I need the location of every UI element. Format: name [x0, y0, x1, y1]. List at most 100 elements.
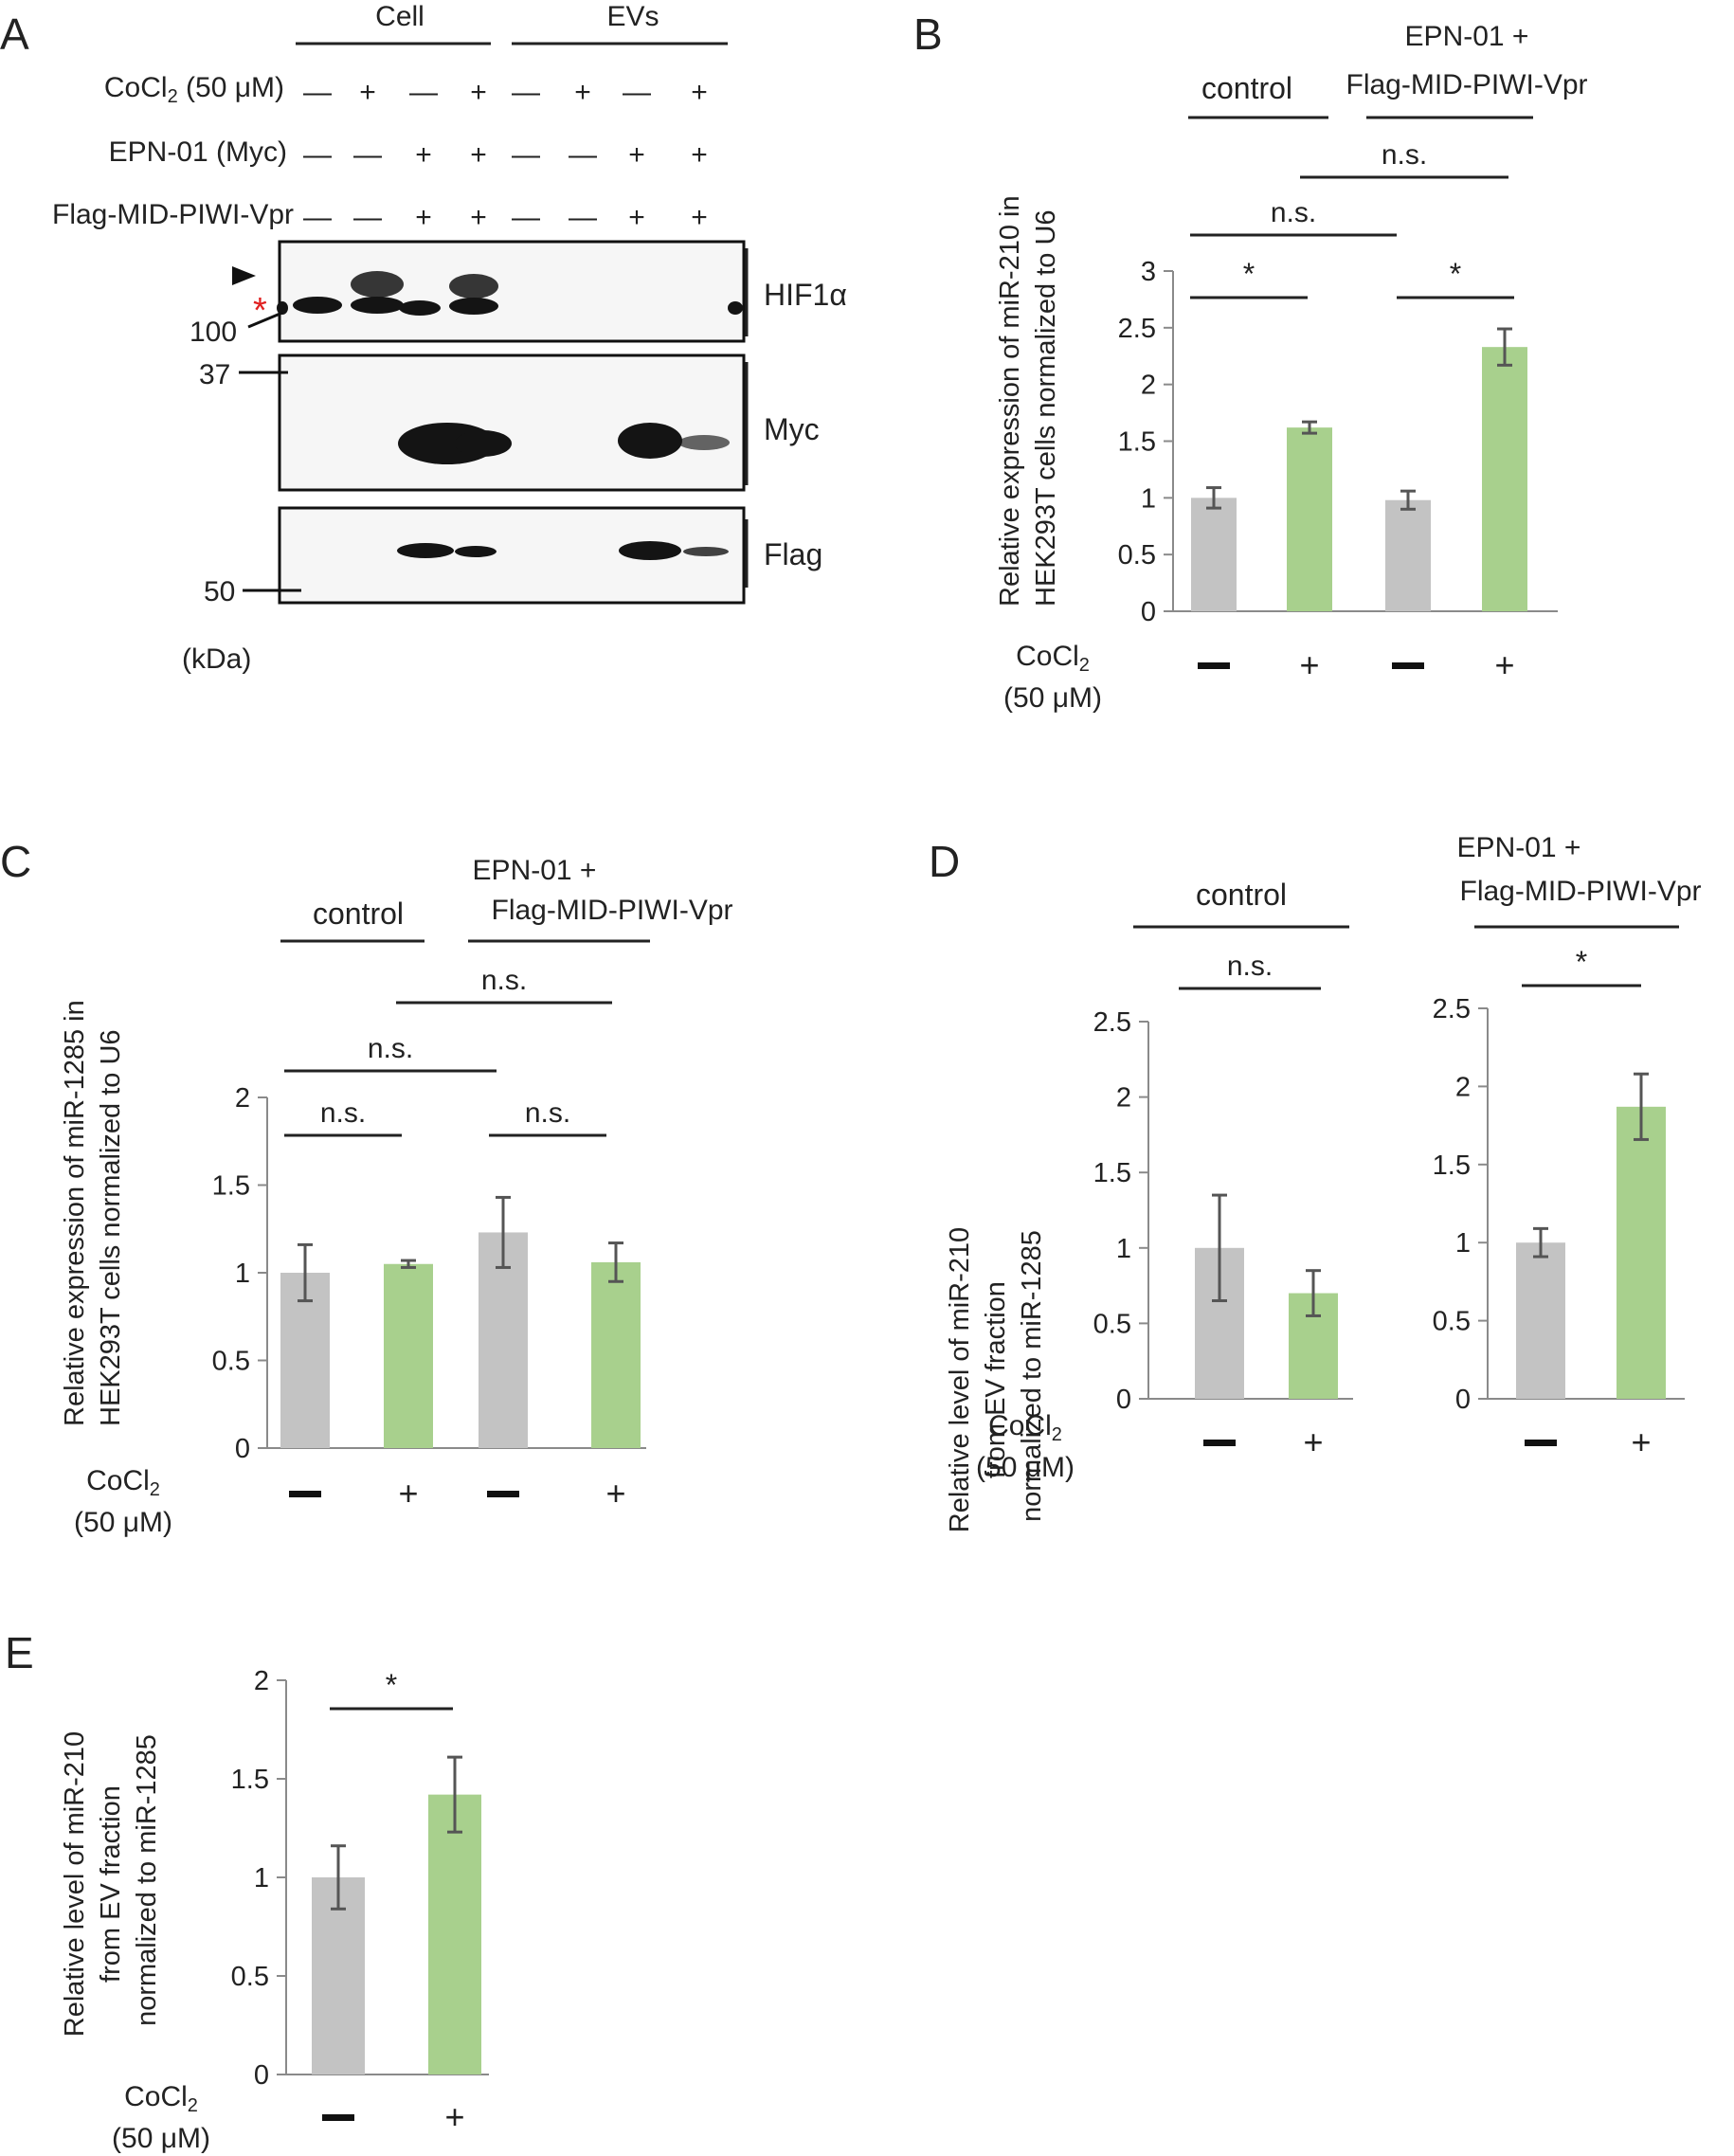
chartD2-ytick-label-0: 0: [1455, 1385, 1471, 1415]
lane-cocl2-1: —: [303, 77, 332, 108]
hif1a-band-edge-right: [728, 301, 743, 315]
lane-epn-2: —: [353, 139, 382, 171]
chartB-sig-label-2: *: [1450, 257, 1461, 291]
panel-e-ylabel: Relative level of miR-210 from EV fracti…: [60, 1724, 162, 2037]
panel-b-ylabel-line1: Relative expression of miR-210 in: [995, 195, 1025, 607]
blot-label-hif1a: HIF1α: [764, 278, 847, 312]
lane-epn-5: —: [512, 139, 540, 171]
chartB-ytick-label-6: 3: [1141, 257, 1156, 287]
chartC-ytick-label-1: 0.5: [212, 1347, 250, 1377]
panel-d-ylabel-line1: Relative level of miR-210: [945, 1227, 975, 1532]
chartB-sig-label-3: n.s.: [1271, 197, 1316, 228]
panel-b: B control EPN-01 + Flag-MID-PIWI-Vpr Rel…: [913, 9, 1588, 714]
panel-c-group1: control: [313, 897, 404, 931]
flag-band-lane3: [397, 543, 454, 558]
panel-e-letter: E: [5, 1628, 34, 1677]
panel-a: A Cell EVs CoCl2 (50 μM) EPN-01 (Myc) Fl…: [0, 1, 847, 675]
hif1a-band-lane2-lower: [351, 297, 404, 314]
lane-flag-6: —: [569, 202, 597, 233]
panel-e-ylabel-line2: from EV fraction: [96, 1785, 126, 1983]
blot-hif1a: [278, 240, 746, 343]
blot-label-myc: Myc: [764, 412, 820, 446]
hif1a-band-edge-left: [277, 301, 288, 315]
panel-e-cocl2: CoCl2: [124, 2081, 198, 2116]
group-cell-label: Cell: [375, 1, 424, 32]
lane-cocl2-6: +: [574, 77, 591, 108]
chartE-bar-2: [428, 1794, 481, 2074]
chartC-sig-label-1: n.s.: [320, 1097, 366, 1129]
chartC-ytick-label-4: 2: [235, 1083, 250, 1114]
chartD2-bar-1: [1516, 1242, 1565, 1399]
chartD1-sig-label-1: n.s.: [1227, 951, 1273, 982]
flag-band-lane7: [619, 541, 681, 560]
panel-d-ylabel-line3: normalized to miR-1285: [1017, 1230, 1047, 1522]
chartC-category-dash-3: [487, 1491, 519, 1497]
chartD1-category-dash-1: [1203, 1440, 1236, 1446]
chartB-category-4: +: [1494, 645, 1514, 684]
row-label-epn: EPN-01 (Myc): [109, 136, 287, 168]
unit-kda: (kDa): [182, 643, 251, 675]
chartD1-ytick-label-4: 2: [1116, 1083, 1131, 1114]
chartD2-category-2: +: [1631, 1422, 1651, 1461]
lane-cocl2-2: +: [359, 77, 376, 108]
panel-e-ylabel-line1: Relative level of miR-210: [60, 1731, 90, 2037]
lane-epn-4: +: [470, 139, 487, 171]
chartD2-ytick-label-3: 1.5: [1433, 1150, 1471, 1181]
hif1a-bands: [277, 271, 743, 316]
blot-myc: [278, 353, 746, 492]
chartB-bar-2: [1287, 427, 1332, 611]
panel-d-ylabel-line2: from EV fraction: [981, 1281, 1011, 1478]
panel-c-ylabel: Relative expression of miR-1285 in HEK29…: [60, 992, 126, 1426]
myc-band-lane4: [455, 430, 512, 457]
chartB-ytick-label-1: 0.5: [1118, 540, 1156, 571]
panel-e-conc: (50 μM): [112, 2123, 210, 2154]
lane-flag-4: +: [470, 202, 487, 233]
hif1a-band-lane4-lower: [449, 298, 498, 315]
panel-d-conc: (50 μM): [976, 1452, 1075, 1483]
chartC-category-2: +: [398, 1474, 418, 1513]
chartB-category-2: +: [1299, 645, 1319, 684]
panel-b-ylabel-line2: HEK293T cells normalized to U6: [1031, 209, 1061, 607]
chartD1-ytick-label-5: 2.5: [1093, 1007, 1131, 1038]
chartC-ytick-label-2: 1: [235, 1259, 250, 1289]
panel-c-conc: (50 μM): [74, 1507, 172, 1538]
lane-flag-5: —: [512, 202, 540, 233]
chartD2-ytick-label-2: 1: [1455, 1228, 1471, 1259]
panel-b-conc: (50 μM): [1003, 682, 1102, 714]
chartB-ytick-label-3: 1.5: [1118, 427, 1156, 458]
chart-b: 00.511.522.53—+—+**n.s.n.s.: [1118, 139, 1558, 684]
chartB-bar-4: [1482, 347, 1527, 611]
panel-e-ylabel-line3: normalized to miR-1285: [132, 1734, 162, 2026]
marker-50: 50: [204, 576, 235, 607]
chartB-sig-label-1: *: [1243, 257, 1255, 291]
chartE-ytick-label-4: 2: [254, 1666, 269, 1696]
chartD1-ytick-label-3: 1.5: [1093, 1158, 1131, 1188]
chartE-category-dash-1: [322, 2114, 354, 2121]
panel-b-group2-line1: EPN-01 +: [1405, 21, 1529, 52]
arrowhead-icon: [232, 266, 256, 285]
chartD2-category-dash-1: [1525, 1440, 1557, 1446]
chart-e: 00.511.52—+*: [231, 1666, 489, 2136]
chart-d-epn: 00.511.522.5—+*: [1433, 945, 1685, 1461]
chartD1-ytick-label-0: 0: [1116, 1385, 1131, 1415]
panel-c-group2-line2: Flag-MID-PIWI-Vpr: [492, 895, 733, 926]
lane-flag-2: —: [353, 202, 382, 233]
myc-band-lane8: [678, 435, 730, 450]
hif1a-band-lane2-upper: [351, 271, 404, 298]
chartD2-ytick-label-4: 2: [1455, 1072, 1471, 1102]
panel-b-cocl2: CoCl2: [1016, 641, 1090, 676]
chartC-sig-label-3: n.s.: [368, 1033, 413, 1064]
chartD1-ytick-label-1: 0.5: [1093, 1309, 1131, 1339]
chartE-ytick-label-1: 0.5: [231, 1962, 269, 1992]
panel-d-group2-line2: Flag-MID-PIWI-Vpr: [1460, 876, 1702, 907]
chartC-category-4: +: [605, 1474, 625, 1513]
marker-100: 100: [190, 317, 237, 348]
chartC-ytick-label-3: 1.5: [212, 1171, 250, 1202]
row-label-flag: Flag-MID-PIWI-Vpr: [52, 199, 294, 230]
lane-epn-7: +: [628, 139, 645, 171]
chartD2-bar-2: [1617, 1106, 1666, 1399]
flag-band-lane8: [683, 547, 729, 556]
panel-c-group2-line1: EPN-01 +: [473, 855, 597, 886]
lane-flag-3: +: [415, 202, 432, 233]
chartB-category-dash-1: [1198, 662, 1230, 669]
